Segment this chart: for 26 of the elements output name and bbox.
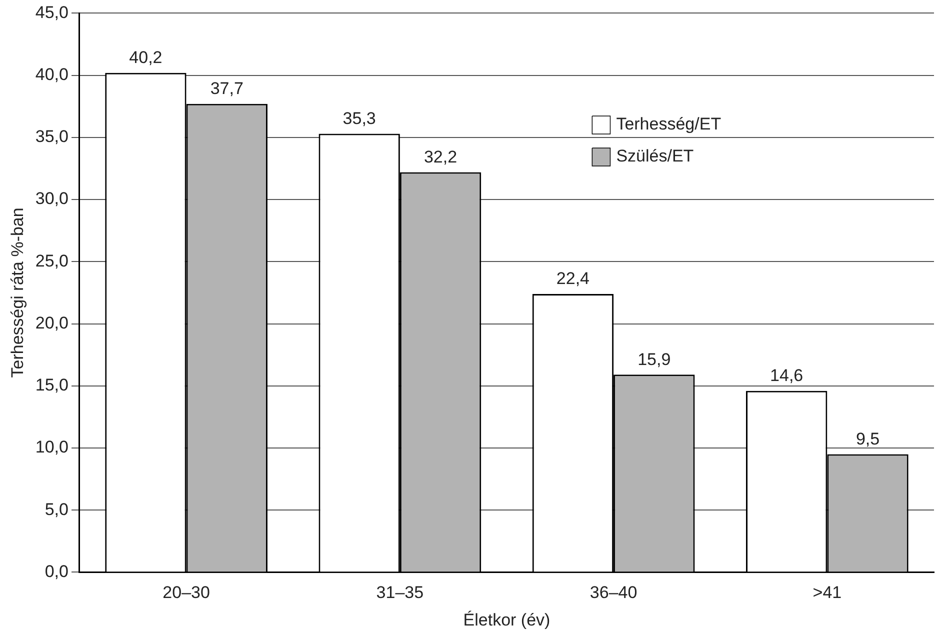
x-tick-label: >41 [812, 583, 842, 602]
x-tick-label: 20–30 [162, 583, 210, 602]
data-label: 9,5 [856, 429, 880, 448]
x-tick-label: 31–35 [376, 583, 424, 602]
y-tick-label: 0,0 [44, 562, 68, 581]
y-tick-label: 25,0 [35, 251, 68, 270]
y-tick-label: 5,0 [44, 500, 68, 519]
data-label: 37,7 [210, 79, 244, 98]
data-label: 32,2 [424, 147, 458, 166]
y-tick-label: 40,0 [35, 65, 68, 84]
y-tick-label: 15,0 [35, 376, 68, 395]
data-label: 35,3 [342, 108, 376, 128]
legend-label: Terhesség/ET [616, 114, 722, 134]
x-tick-label: 36–40 [590, 583, 638, 602]
y-tick-label: 20,0 [35, 313, 68, 332]
y-axis-title: Terhességi ráta %-ban [8, 208, 27, 378]
y-tick-label: 10,0 [35, 438, 68, 457]
y-tick-label: 35,0 [35, 127, 68, 146]
x-axis-title: Életkor (év) [463, 610, 550, 630]
data-label: 15,9 [638, 350, 671, 369]
y-tick-label: 30,0 [35, 189, 68, 208]
legend-label: Szülés/ET [616, 146, 694, 166]
data-label: 22,4 [556, 269, 590, 288]
data-label: 40,2 [129, 48, 162, 68]
data-label: 14,6 [770, 366, 804, 386]
y-tick-label: 45,0 [35, 2, 68, 22]
